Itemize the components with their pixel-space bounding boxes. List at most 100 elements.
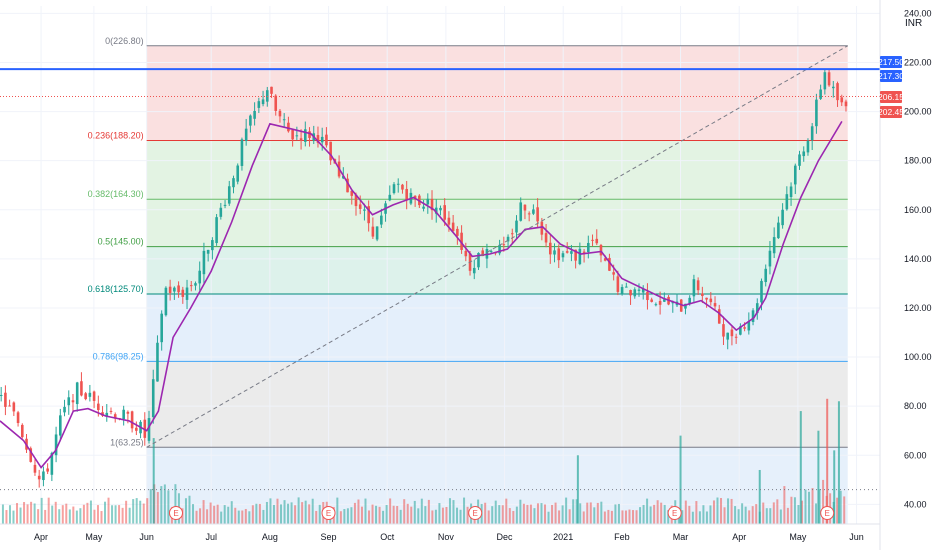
earnings-marker[interactable] — [468, 506, 483, 520]
volume-bar — [799, 411, 802, 524]
candle-body — [595, 238, 599, 244]
candle-body — [54, 434, 58, 456]
volume-bar — [712, 500, 715, 524]
volume-bar — [202, 500, 205, 524]
fib-level-label: 0.5(145.00) — [98, 237, 144, 247]
volume-bar — [385, 505, 388, 524]
candle-body — [392, 184, 396, 194]
fib-zone — [146, 246, 848, 294]
volume-bar — [357, 499, 360, 524]
volume-bar — [695, 501, 698, 524]
earnings-marker[interactable] — [667, 506, 682, 520]
candle-body — [679, 299, 683, 312]
volume-bar — [311, 498, 314, 524]
volume-bar — [808, 491, 811, 524]
volume-bar — [800, 500, 803, 524]
candle-body — [396, 183, 400, 185]
candle-body — [29, 448, 33, 462]
candle-body — [629, 290, 632, 296]
candle-body — [764, 268, 768, 283]
volume-bar — [434, 509, 437, 524]
candle-body — [587, 242, 590, 253]
earnings-marker-label: E — [473, 509, 478, 518]
volume-bar — [811, 488, 814, 524]
volume-bar — [579, 503, 582, 524]
volume-bar — [375, 505, 378, 524]
earnings-marker[interactable] — [169, 506, 183, 520]
volume-bar — [1, 504, 4, 524]
candle-body — [304, 129, 307, 142]
volume-bar — [653, 504, 656, 524]
candle-body — [726, 332, 730, 340]
candle-body — [472, 267, 476, 274]
volume-bar — [213, 505, 216, 524]
volume-bar — [128, 507, 131, 524]
x-axis-tick-label: Nov — [438, 532, 455, 542]
volume-bar — [89, 500, 92, 524]
candle-body — [113, 414, 117, 419]
volume-bar — [72, 506, 75, 524]
candle-body — [434, 207, 438, 214]
volume-bar — [410, 506, 413, 524]
volume-bar — [33, 503, 36, 524]
candle-body — [367, 206, 370, 224]
candle-body — [299, 138, 303, 141]
candle-body — [342, 176, 345, 179]
volume-bar — [308, 504, 311, 524]
candle-body — [506, 236, 510, 242]
candle-body — [371, 226, 375, 237]
candle-body — [164, 287, 168, 316]
candle-body — [612, 272, 615, 275]
candle-body — [401, 184, 404, 190]
volume-bar — [818, 489, 821, 524]
volume-bar — [199, 508, 202, 524]
candle-body — [819, 89, 822, 99]
candle-body — [194, 283, 197, 286]
volume-bar — [744, 506, 747, 524]
volume-bar — [755, 504, 758, 524]
earnings-marker[interactable] — [820, 506, 835, 520]
volume-bar — [216, 504, 219, 524]
volume-bar — [445, 506, 448, 524]
volume-bar — [58, 509, 61, 524]
fib-zone — [146, 293, 848, 362]
volume-bar — [304, 500, 307, 524]
volume-bar — [125, 500, 128, 524]
candle-body — [806, 140, 810, 153]
candle-body — [257, 101, 261, 108]
x-axis-tick-label: Feb — [614, 532, 630, 542]
candle-body — [16, 412, 20, 424]
candle-body — [346, 178, 349, 193]
volume-bar — [420, 498, 423, 524]
candle-body — [156, 342, 159, 382]
candle-body — [12, 402, 16, 412]
candle-body — [236, 165, 240, 182]
volume-bar — [558, 510, 561, 524]
candle-body — [827, 72, 831, 86]
volume-bar — [209, 502, 212, 524]
candle-body — [641, 288, 645, 293]
candle-body — [603, 258, 607, 261]
earnings-marker[interactable] — [321, 506, 336, 520]
volume-bar — [142, 503, 145, 524]
volume-bar — [417, 508, 420, 524]
volume-bar — [86, 502, 89, 524]
volume-bar — [339, 511, 342, 524]
x-axis-tick-label: Jun — [139, 532, 154, 542]
candle-body — [743, 327, 746, 329]
candle-body — [701, 293, 704, 297]
candle-body — [227, 186, 231, 204]
candle-body — [789, 186, 793, 198]
volume-bar — [572, 499, 575, 524]
volume-bar — [748, 510, 751, 524]
volume-bar — [610, 510, 613, 524]
volume-bar — [290, 502, 293, 524]
candle-body — [755, 303, 759, 314]
candle-body — [760, 280, 763, 303]
volume-bar — [149, 489, 152, 524]
volume-bar — [230, 501, 233, 524]
fib-level-label: 0.382(164.30) — [88, 189, 144, 199]
volume-bar — [96, 505, 99, 524]
candle-body — [464, 250, 468, 257]
